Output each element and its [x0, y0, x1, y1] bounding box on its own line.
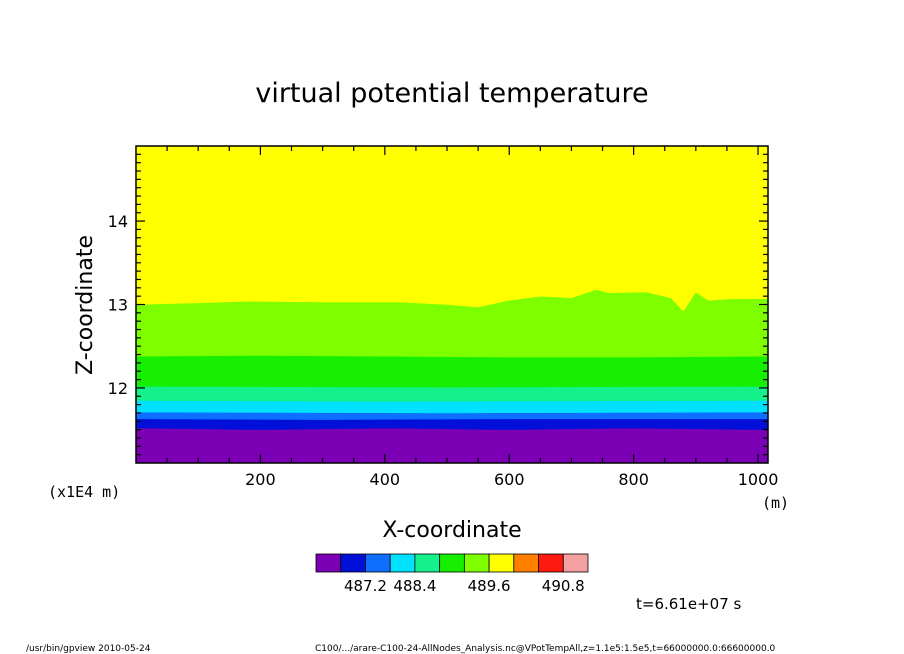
- contour-bands: [135, 145, 769, 464]
- footer-left: /usr/bin/gpview 2010-05-24: [26, 644, 151, 654]
- x-axis-label: X-coordinate: [382, 518, 521, 543]
- contour-band-l6: [135, 355, 769, 388]
- contour-band-l4: [135, 400, 769, 414]
- y-tick-label: 13: [108, 296, 128, 315]
- contour-band-l1: [135, 427, 769, 464]
- colorbar-swatch: [414, 553, 441, 573]
- x-tick-label: 800: [618, 470, 649, 489]
- colorbar-swatch: [389, 553, 416, 573]
- colorbar-tick-label: 489.6: [468, 577, 511, 595]
- contour-band-l8: [135, 145, 769, 312]
- y-axis-label: Z-coordinate: [73, 235, 98, 375]
- contour-band-l5: [135, 385, 769, 402]
- colorbar-swatch: [365, 553, 391, 573]
- time-label: t=6.61e+07 s: [636, 595, 742, 613]
- axes: 200 400 600 800 1000 12 13 14: [108, 146, 779, 489]
- y-tick-label: 12: [108, 379, 128, 398]
- colorbar-tick-label: 487.2: [344, 577, 387, 595]
- colorbar-tick-label: 488.4: [393, 577, 436, 595]
- contour-band-l2: [135, 418, 769, 430]
- x-tick-label: 600: [494, 470, 525, 489]
- x-tick-label: 200: [245, 470, 276, 489]
- colorbar-swatch: [439, 553, 465, 573]
- contour-band-l3: [135, 411, 769, 420]
- y-tick-label: 14: [108, 212, 128, 231]
- colorbar: 487.2 488.4 489.6 490.8: [315, 553, 589, 595]
- colorbar-swatch: [538, 553, 564, 573]
- x-tick-label: 400: [370, 470, 401, 489]
- x-tick-label: 1000: [738, 470, 779, 489]
- colorbar-tick-label: 490.8: [542, 577, 585, 595]
- colorbar-swatch: [488, 553, 515, 573]
- colorbar-swatch: [513, 553, 539, 573]
- chart-title: virtual potential temperature: [255, 78, 648, 109]
- x-unit-label: (m): [762, 494, 789, 512]
- colorbar-swatch: [315, 553, 342, 573]
- colorbar-swatch: [562, 553, 589, 573]
- colorbar-swatch: [463, 553, 490, 573]
- y-scale-note: (x1E4 m): [48, 483, 120, 501]
- footer-right: C100/.../arare-C100-24-AllNodes_Analysis…: [315, 644, 776, 654]
- colorbar-swatch: [340, 553, 366, 573]
